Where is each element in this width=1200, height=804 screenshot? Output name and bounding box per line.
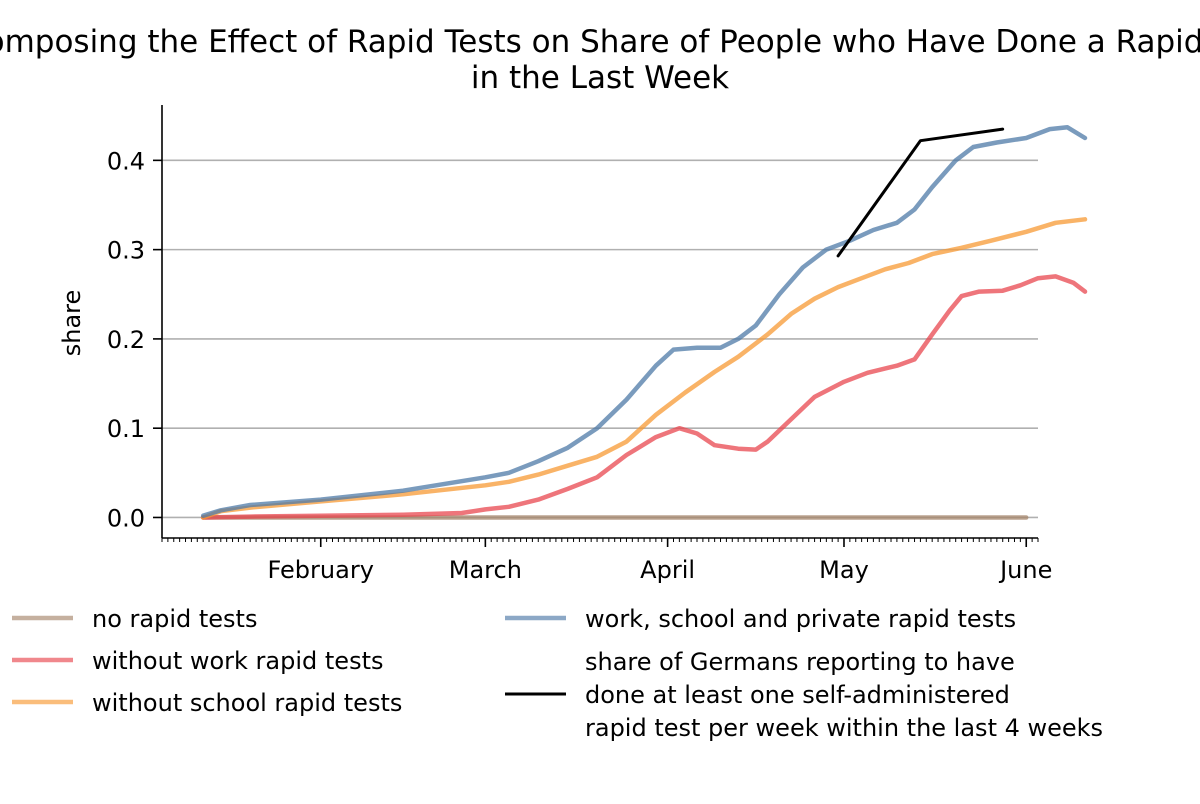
y-tick-label: 0.3 <box>107 237 145 265</box>
legend-label: work, school and private rapid tests <box>585 605 1016 633</box>
x-tick-label: April <box>640 556 695 584</box>
y-tick-label: 0.0 <box>107 504 145 532</box>
chart-title-line2: in the Last Week <box>471 60 729 96</box>
legend-label-line: rapid test per week within the last 4 we… <box>585 714 1103 742</box>
legend-label: without work rapid tests <box>92 647 384 675</box>
y-tick-label: 0.2 <box>107 326 145 354</box>
x-tick-label: May <box>819 556 869 584</box>
y-tick-label: 0.4 <box>107 147 145 175</box>
x-tick-label: June <box>998 556 1052 584</box>
legend-label: no rapid tests <box>92 605 257 633</box>
y-axis-label: share <box>58 290 86 357</box>
series-line-4 <box>836 127 1005 258</box>
series-line-2 <box>200 217 1088 520</box>
x-tick-label: February <box>268 556 374 584</box>
chart-title-line1: Decomposing the Effect of Rapid Tests on… <box>0 24 1200 60</box>
series-line-1 <box>200 274 1088 520</box>
x-tick-label: March <box>449 556 522 584</box>
series-line-3 <box>200 125 1088 518</box>
legend-label-line: share of Germans reporting to have <box>585 648 1015 676</box>
axis-layer: 0.0 0.1 0.2 0.3 0.4 February March April May June <box>107 105 1052 584</box>
legend: no rapid tests without work rapid tests wi… <box>12 605 1103 742</box>
y-tick-label: 0.1 <box>107 415 145 443</box>
legend-label-line: done at least one self-administered <box>585 681 1010 709</box>
legend-label: without school rapid tests <box>92 689 402 717</box>
series-layer <box>200 125 1088 520</box>
